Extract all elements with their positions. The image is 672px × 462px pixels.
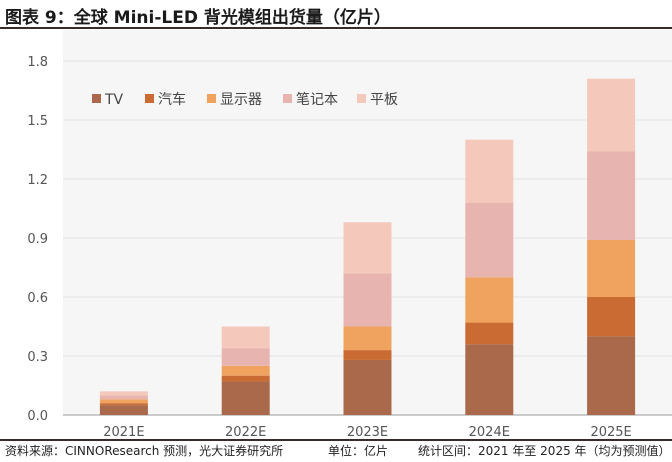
source-note: 资料来源：CINNOResearch 预测，光大证券研究所 [5,444,284,458]
legend-swatch [207,94,216,103]
y-tick-label: 0.0 [27,409,48,424]
bar-segment [99,395,148,400]
y-tick-label: 0.9 [27,232,48,247]
bar-segment [465,277,514,323]
footer-rule [0,439,672,441]
bar-segment [99,399,148,404]
bar-segment [99,403,148,406]
legend-label: 汽车 [158,91,186,108]
y-tick-label: 0.3 [27,350,48,365]
x-axis-ticks: 2021E 2022E 2023E 2024E 2025E [103,425,632,438]
y-tick-label: 1.8 [27,55,48,70]
bar-segment [221,326,270,349]
bar-segment [587,78,636,152]
unit-note: 单位：亿片 [328,444,389,458]
stacked-bar-chart: 0.00.30.60.91.21.51.8 2021E 2022E 2023E 202… [27,30,672,438]
y-axis-ticks: 0.0 0.3 0.6 0.9 1.2 1.5 1.8 [27,55,48,424]
bar-segment [587,297,636,337]
x-tick-label: 2025E [590,425,631,438]
bar-segment [343,359,392,415]
x-tick-label: 2022E [225,425,266,438]
figure-title: 图表 9：全球 Mini-LED 背光模组出货量（亿片） [5,8,391,28]
legend: TV 汽车 显示器 笔记本 平板 [92,91,398,108]
bar-segment [221,381,270,415]
range-note: 统计区间：2021 年至 2025 年（均为预测值） [418,444,671,458]
bar-segment [343,273,392,327]
bar-segment [343,326,392,351]
title-rule [0,27,672,29]
legend-label: 笔记本 [296,92,338,108]
bar-segment [221,348,270,366]
bars [99,78,636,415]
bar-segment [343,350,392,360]
bar-segment [221,365,270,376]
legend-swatch [92,94,101,103]
bar-segment [221,375,270,382]
bar-segment [343,222,392,274]
y-tick-label: 1.2 [27,173,48,188]
x-tick-label: 2024E [469,425,510,438]
bar-segment [99,405,148,415]
legend-swatch [145,94,154,103]
bar-segment [465,202,514,278]
legend-label: 显示器 [220,92,262,108]
bar-segment [587,336,636,415]
bar-segment [465,322,514,345]
y-tick-label: 1.5 [27,114,48,129]
x-tick-label: 2023E [347,425,388,438]
legend-label: 平板 [370,92,398,108]
bar-segment [587,239,636,297]
x-tick-label: 2021E [103,425,144,438]
bar-segment [99,391,148,396]
y-tick-label: 0.6 [27,291,48,306]
legend-label: TV [104,92,124,108]
legend-swatch [283,94,292,103]
bar-segment [587,151,636,240]
bar-segment [465,139,514,203]
legend-swatch [357,94,366,103]
bar-segment [465,344,514,415]
